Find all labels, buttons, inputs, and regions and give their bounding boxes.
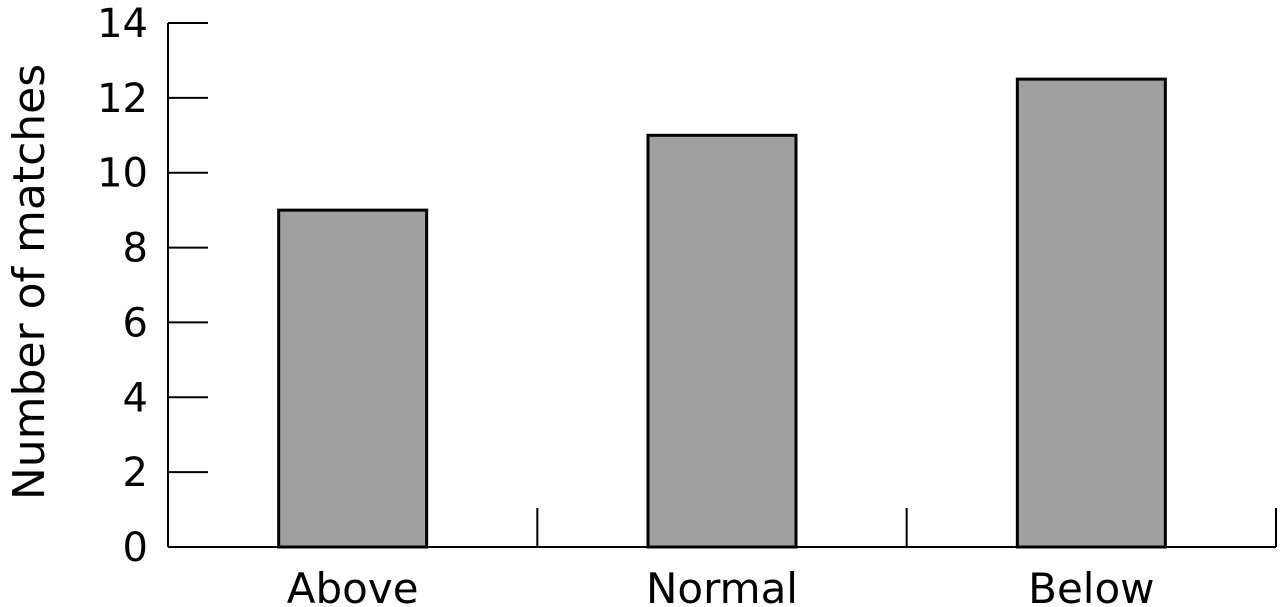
bar-below (1015, 77, 1167, 549)
bar-above (277, 208, 429, 549)
y-tick-label: 2 (123, 450, 148, 496)
y-tick-label: 4 (123, 375, 148, 421)
x-category-label: Above (287, 564, 419, 607)
y-tick-label: 6 (123, 300, 148, 346)
y-tick-label: 0 (123, 525, 148, 571)
y-tick-label: 14 (97, 1, 148, 47)
axes-group (167, 23, 1277, 548)
x-category-label: Normal (646, 564, 798, 607)
y-axis-title: Number of matches (4, 64, 55, 500)
y-tick-label: 12 (97, 76, 148, 122)
bar-normal (646, 133, 798, 549)
bars-group (277, 77, 1167, 549)
y-tick-label: 8 (123, 226, 148, 272)
x-labels-group: Above Normal Below (287, 564, 1155, 607)
x-category-label: Below (1028, 564, 1154, 607)
y-ticks-group: 0 2 4 6 8 10 12 14 (97, 1, 208, 571)
y-tick-label: 10 (97, 151, 148, 197)
